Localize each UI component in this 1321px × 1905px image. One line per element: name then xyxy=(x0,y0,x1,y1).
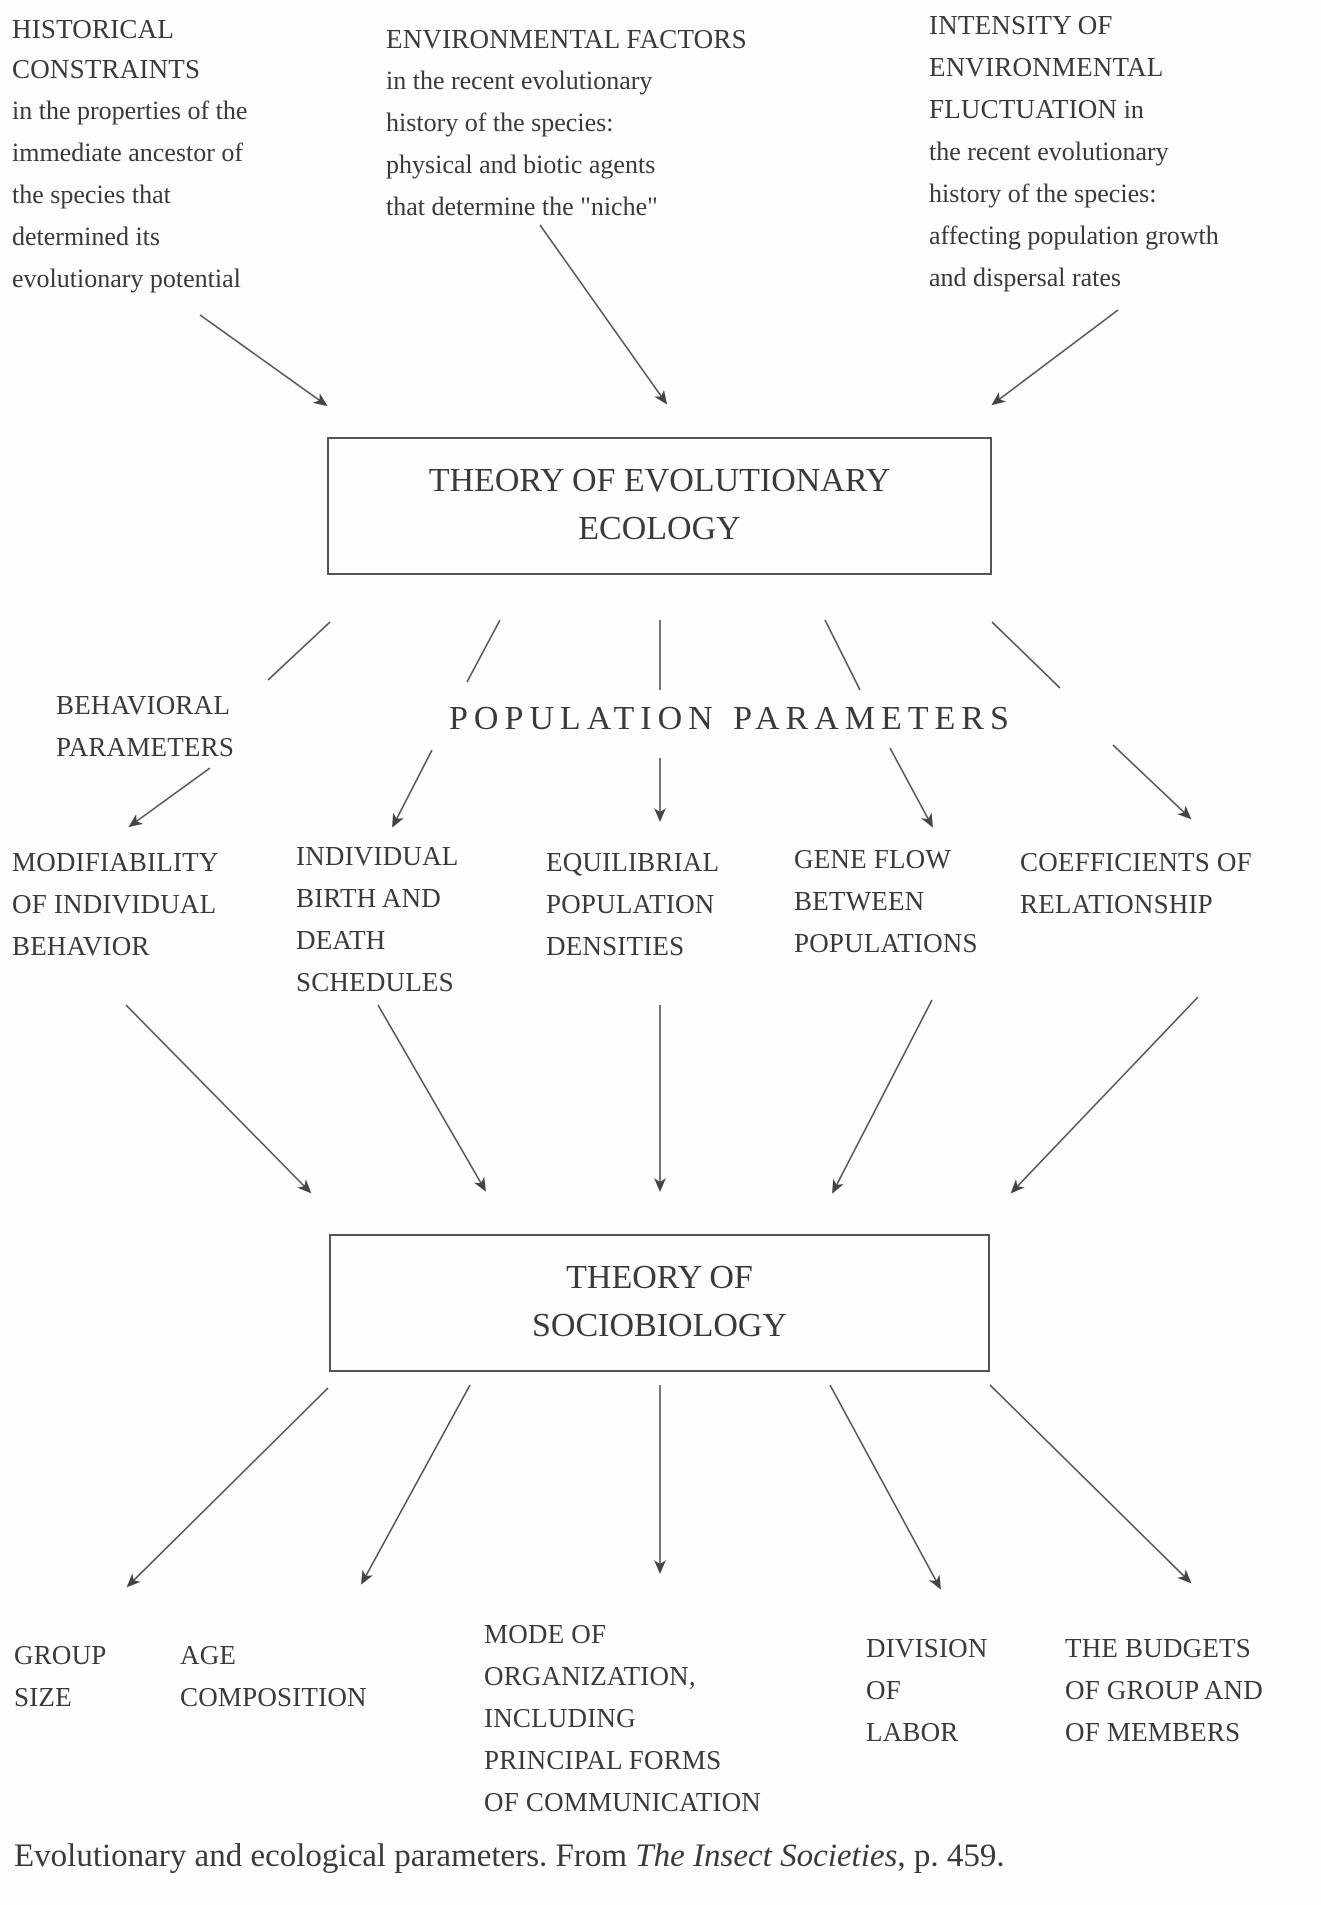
environmental-body-1: in the recent evolutionary xyxy=(386,66,653,95)
modifiability-line-2: OF INDIVIDUAL xyxy=(12,889,217,919)
historical-body-5: evolutionary potential xyxy=(12,264,241,293)
modifiability-line-1: MODIFIABILITY xyxy=(12,847,219,877)
evolutionary-ecology-line-1: THEORY OF EVOLUTIONARY xyxy=(428,462,891,499)
behavioral-line-1: BEHAVIORAL xyxy=(56,690,231,720)
arrow-socio-to-budgets xyxy=(989,1384,1192,1584)
arrow-socio-to-age xyxy=(361,1384,471,1585)
evolutionary-ecology-line-2: ECOLOGY xyxy=(578,510,741,547)
division-line-1: DIVISION xyxy=(866,1633,988,1663)
arrow-coefficients-to-socio xyxy=(1010,996,1199,1194)
intensity-title-1: INTENSITY OF xyxy=(929,10,1113,40)
gene-line-2: BETWEEN xyxy=(794,886,925,916)
behavioral-parameters-label: BEHAVIORAL PARAMETERS xyxy=(56,684,234,768)
mode-line-2: ORGANIZATION, xyxy=(484,1661,696,1691)
intensity-body-3: affecting population growth xyxy=(929,221,1219,250)
outcome-mode-of-organization: MODE OF ORGANIZATION, INCLUDING PRINCIPA… xyxy=(484,1613,761,1823)
equilibrial-line-1: EQUILIBRIAL xyxy=(546,847,720,877)
mode-line-5: OF COMMUNICATION xyxy=(484,1787,761,1817)
modifiability-line-3: BEHAVIOR xyxy=(12,931,150,961)
sociobiology-line-2: SOCIOBIOLOGY xyxy=(532,1307,787,1344)
group-line-1: GROUP xyxy=(14,1640,107,1670)
behavioral-line-2: PARAMETERS xyxy=(56,732,235,762)
birth-line-2: BIRTH AND xyxy=(296,883,441,913)
evolutionary-ecology-box: THEORY OF EVOLUTIONARY ECOLOGY xyxy=(327,437,992,575)
arrow-environmental-to-ecology xyxy=(539,224,668,405)
budgets-line-3: OF MEMBERS xyxy=(1065,1717,1241,1747)
historical-constraints: HISTORICAL CONSTRAINTS in the properties… xyxy=(12,8,247,300)
sociobiology-line-1: THEORY OF xyxy=(566,1259,753,1296)
environmental-body-2: history of the species: xyxy=(386,108,614,137)
arrow-behavioral-to-modifiability xyxy=(128,767,211,828)
param-birth-death: INDIVIDUAL BIRTH AND DEATH SCHEDULES xyxy=(296,835,458,1003)
group-line-2: SIZE xyxy=(14,1682,72,1712)
historical-body-1: in the properties of the xyxy=(12,96,248,125)
birth-line-4: SCHEDULES xyxy=(296,967,454,997)
historical-body-4: determined its xyxy=(12,222,161,251)
intensity-body-2: history of the species: xyxy=(929,179,1157,208)
historical-body-3: the species that xyxy=(12,180,171,209)
environmental-body-4: that determine the "niche" xyxy=(386,192,658,221)
outcome-division-of-labor: DIVISION OF LABOR xyxy=(866,1627,988,1753)
division-line-3: LABOR xyxy=(866,1717,959,1747)
param-gene-flow: GENE FLOW BETWEEN POPULATIONS xyxy=(794,838,978,964)
equilibrial-line-2: POPULATION xyxy=(546,889,715,919)
intensity-fluctuation: INTENSITY OF ENVIRONMENTAL FLUCTUATION i… xyxy=(929,4,1219,299)
line-ecology-to-behavioral xyxy=(267,621,331,681)
line-ecology-to-birth xyxy=(466,619,501,683)
intensity-body-1: the recent evolutionary xyxy=(929,137,1169,166)
arrow-intensity-to-ecology xyxy=(991,309,1119,406)
param-coefficients: COEFFICIENTS OF RELATIONSHIP xyxy=(1020,841,1252,925)
param-equilibrial: EQUILIBRIAL POPULATION DENSITIES xyxy=(546,841,719,967)
caption-suffix: , p. 459. xyxy=(897,1838,1005,1874)
age-line-1: AGE xyxy=(180,1640,237,1670)
environmental-factors: ENVIRONMENTAL FACTORS in the recent evol… xyxy=(386,18,747,228)
environmental-body-3: physical and biotic agents xyxy=(386,150,656,179)
population-parameters-label: POPULATION PARAMETERS xyxy=(449,700,1015,737)
intensity-title-suffix: in xyxy=(1117,95,1144,124)
outcome-group-size: GROUP SIZE xyxy=(14,1634,107,1718)
intensity-title-3: FLUCTUATION xyxy=(929,94,1118,124)
intensity-body-4: and dispersal rates xyxy=(929,263,1122,292)
arrow-socio-to-group xyxy=(126,1387,329,1588)
outcome-budgets: THE BUDGETS OF GROUP AND OF MEMBERS xyxy=(1065,1627,1263,1753)
historical-body-2: immediate ancestor of xyxy=(12,138,244,167)
caption-book-title: The Insect Societies xyxy=(635,1838,898,1874)
equilibrial-line-3: DENSITIES xyxy=(546,931,685,961)
coefficients-line-2: RELATIONSHIP xyxy=(1020,889,1213,919)
arrow-birth-to-socio xyxy=(377,1004,487,1192)
outcome-age-composition: AGE COMPOSITION xyxy=(180,1634,367,1718)
mode-line-1: MODE OF xyxy=(484,1619,607,1649)
arrow-gene-to-socio xyxy=(832,999,933,1194)
mode-line-4: PRINCIPAL FORMS xyxy=(484,1745,722,1775)
historical-title-2: CONSTRAINTS xyxy=(12,54,201,84)
sociobiology-box: THEORY OF SOCIOBIOLOGY xyxy=(329,1234,990,1372)
arrow-historical-to-ecology xyxy=(199,314,328,407)
line-ecology-to-coefficients xyxy=(991,621,1061,689)
gene-line-1: GENE FLOW xyxy=(794,844,952,874)
age-line-2: COMPOSITION xyxy=(180,1682,367,1712)
budgets-line-1: THE BUDGETS xyxy=(1065,1633,1251,1663)
coefficients-line-1: COEFFICIENTS OF xyxy=(1020,847,1252,877)
param-modifiability: MODIFIABILITY OF INDIVIDUAL BEHAVIOR xyxy=(12,841,219,967)
arrow-gene xyxy=(889,747,933,828)
arrow-socio-to-division xyxy=(829,1384,941,1590)
line-ecology-to-gene xyxy=(824,619,861,691)
birth-line-1: INDIVIDUAL xyxy=(296,841,459,871)
historical-title-1: HISTORICAL xyxy=(12,14,175,44)
arrow-birth xyxy=(392,749,433,828)
figure-caption: Evolutionary and ecological parameters. … xyxy=(14,1838,1005,1875)
environmental-title: ENVIRONMENTAL FACTORS xyxy=(386,24,747,54)
arrow-modifiability-to-socio xyxy=(125,1004,312,1194)
gene-line-3: POPULATIONS xyxy=(794,928,978,958)
intensity-title-2: ENVIRONMENTAL xyxy=(929,52,1164,82)
birth-line-3: DEATH xyxy=(296,925,386,955)
budgets-line-2: OF GROUP AND xyxy=(1065,1675,1263,1705)
division-line-2: OF xyxy=(866,1675,901,1705)
caption-prefix: Evolutionary and ecological parameters. … xyxy=(14,1838,636,1874)
mode-line-3: INCLUDING xyxy=(484,1703,636,1733)
arrow-coefficients xyxy=(1112,744,1192,820)
